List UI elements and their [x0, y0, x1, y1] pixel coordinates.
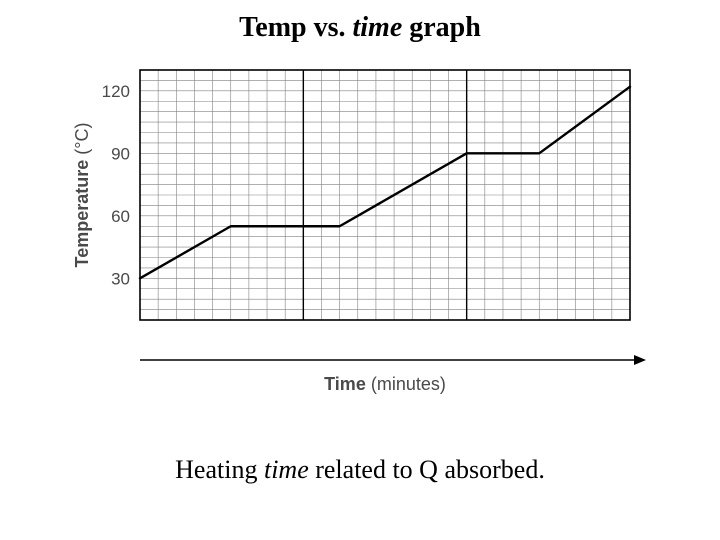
chart-svg: 30 60 90 120 Temperature (°C) Time (minutes)	[60, 60, 660, 420]
svg-text:Temperature (°C): Temperature (°C)	[72, 123, 92, 268]
svg-text:120: 120	[102, 82, 130, 101]
page-title: Temp vs. time graph	[0, 12, 720, 44]
svg-text:Time (minutes): Time (minutes)	[324, 374, 446, 394]
svg-text:30: 30	[111, 269, 130, 288]
page-caption: Heating time related to Q absorbed.	[0, 455, 720, 485]
page: Temp vs. time graph 30 60 90 120 Temperature…	[0, 0, 720, 540]
caption-italic: time	[264, 455, 309, 484]
title-post: graph	[402, 12, 481, 43]
svg-text:90: 90	[111, 144, 130, 163]
title-pre: Temp vs.	[239, 12, 352, 43]
title-italic: time	[352, 12, 402, 43]
heating-curve-chart: 30 60 90 120 Temperature (°C) Time (minutes)	[60, 60, 660, 420]
svg-text:60: 60	[111, 207, 130, 226]
caption-post: related to Q absorbed.	[309, 455, 545, 484]
caption-pre: Heating	[175, 455, 264, 484]
